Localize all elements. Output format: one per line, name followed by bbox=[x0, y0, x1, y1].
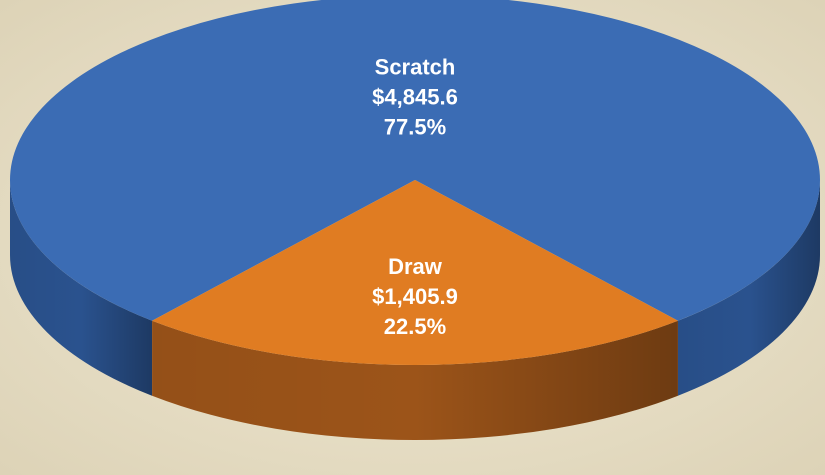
pie-tops bbox=[10, 0, 820, 366]
value-label: $1,405.9 bbox=[372, 284, 458, 309]
value-label: $4,845.6 bbox=[372, 84, 458, 109]
pie-sides bbox=[10, 180, 820, 441]
pie-side-shade bbox=[152, 320, 678, 441]
pie-labels: Scratch $4,845.6 77.5% Draw $1,405.9 22.5% bbox=[372, 54, 458, 339]
pie-slice bbox=[10, 0, 820, 321]
pie-side-shade bbox=[10, 180, 153, 396]
pie-slice bbox=[152, 180, 678, 366]
percent-label: 77.5% bbox=[384, 114, 446, 139]
slice-label: Draw bbox=[388, 254, 443, 279]
slice-label: Scratch bbox=[375, 54, 456, 79]
percent-label: 22.5% bbox=[384, 314, 446, 339]
pie-side-shade bbox=[677, 180, 820, 396]
